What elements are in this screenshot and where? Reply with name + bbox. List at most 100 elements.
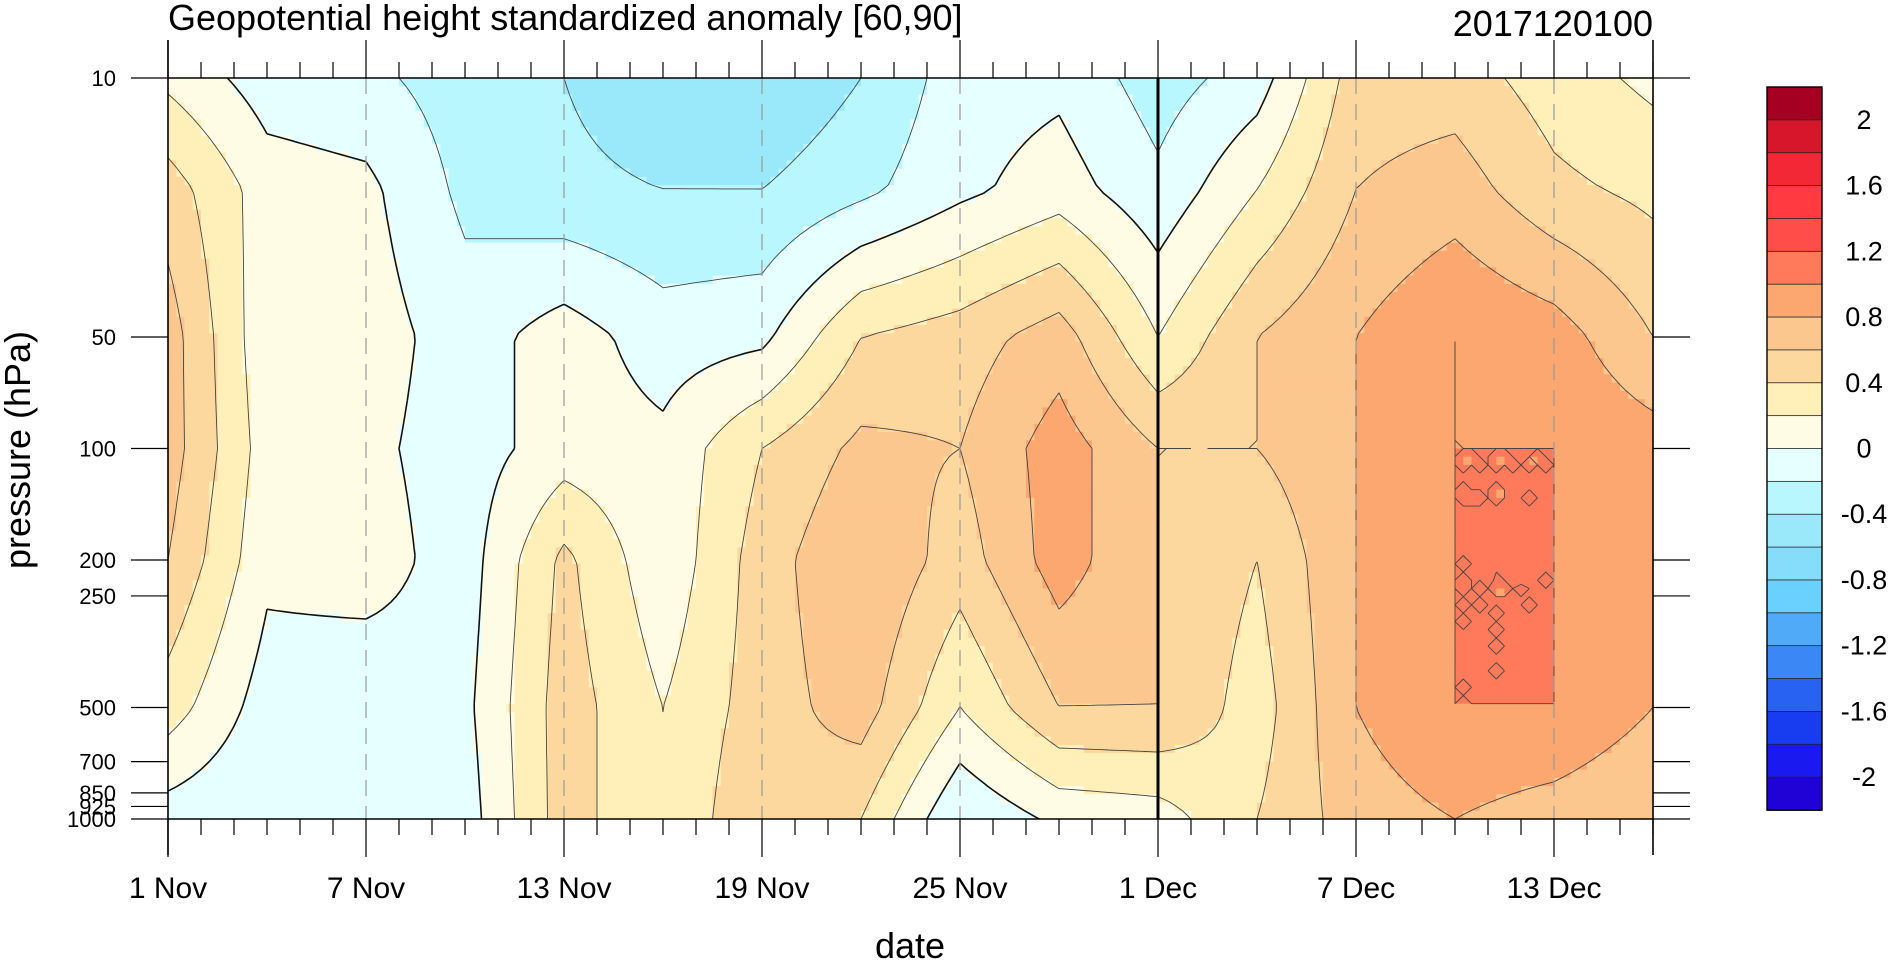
field-cell: [819, 119, 829, 128]
field-cell: [1017, 94, 1027, 104]
field-cell: [564, 193, 573, 203]
field-cell: [217, 127, 227, 137]
field-cell: [597, 78, 606, 87]
field-cell: [613, 292, 623, 301]
field-cell: [1380, 217, 1390, 227]
field-cell: [341, 94, 351, 104]
field-cell: [291, 86, 301, 96]
field-cell: [349, 209, 359, 219]
field-cell: [1397, 267, 1407, 277]
field-cell: [943, 226, 953, 236]
field-cell: [1339, 201, 1349, 211]
field-cell: [1372, 135, 1382, 145]
field-cell: [1628, 168, 1638, 178]
field-cell: [1488, 201, 1497, 211]
field-cell: [621, 143, 631, 153]
field-cell: [704, 209, 714, 219]
field-cell: [217, 102, 227, 112]
field-cell: [349, 275, 359, 285]
field-cell: [770, 250, 780, 260]
field-cell: [1273, 119, 1283, 128]
field-cell: [225, 267, 235, 277]
field-cell: [795, 176, 804, 186]
field-cell: [984, 283, 994, 293]
field-cell: [1496, 267, 1506, 277]
field-cell: [1339, 226, 1349, 236]
field-cell: [1463, 201, 1473, 211]
field-cell: [1496, 250, 1506, 260]
field-cell: [1248, 168, 1258, 178]
field-cell: [1001, 292, 1011, 301]
field-cell: [1620, 135, 1629, 145]
field-cell: [374, 185, 384, 194]
field-cell: [803, 160, 813, 170]
field-cell: [687, 250, 697, 260]
field-cell: [1034, 78, 1044, 87]
field-cell: [1092, 127, 1101, 137]
field-cell: [828, 275, 837, 285]
field-cell: [1149, 201, 1159, 211]
field-cell: [1224, 94, 1233, 104]
field-cell: [234, 259, 243, 268]
field-cell: [1521, 275, 1530, 285]
field-cell: [1578, 242, 1588, 252]
field-cell: [1224, 250, 1233, 260]
field-cell: [1017, 292, 1027, 301]
field-cell: [267, 185, 276, 194]
field-cell: [1092, 209, 1101, 219]
field-cell: [1290, 168, 1299, 178]
field-cell: [283, 242, 293, 252]
field-cell: [968, 267, 978, 277]
field-cell: [1331, 160, 1341, 170]
field-cell: [654, 250, 664, 260]
field-cell: [1281, 201, 1291, 211]
field-cell: [1273, 209, 1283, 219]
field-cell: [291, 300, 301, 310]
field-cell: [1529, 168, 1539, 178]
field-cell: [1364, 102, 1374, 112]
field-cell: [481, 193, 491, 203]
field-cell: [1595, 292, 1605, 301]
field-cell: [1455, 185, 1464, 194]
field-cell: [448, 267, 458, 277]
field-cell: [638, 143, 648, 153]
field-cell: [168, 300, 177, 310]
field-cell: [778, 127, 788, 137]
field-cell: [555, 267, 565, 277]
field-cell: [1224, 209, 1233, 219]
field-cell: [1257, 300, 1266, 310]
field-cell: [1026, 300, 1035, 310]
field-cell: [885, 217, 895, 227]
field-cell: [951, 201, 961, 211]
field-cell: [1240, 217, 1250, 227]
field-cell: [1504, 217, 1514, 227]
field-cell: [1149, 185, 1159, 194]
field-cell: [1323, 135, 1332, 145]
field-cell: [440, 275, 450, 285]
field-cell: [1545, 160, 1555, 170]
field-cell: [415, 209, 425, 219]
field-cell: [555, 78, 565, 87]
field-cell: [201, 292, 210, 301]
field-cell: [390, 127, 400, 137]
field-cell: [671, 209, 681, 219]
field-cell: [720, 152, 730, 161]
field-cell: [943, 176, 953, 186]
field-cell: [1017, 102, 1027, 112]
field-cell: [1323, 110, 1332, 120]
field-cell: [242, 185, 252, 194]
field-cell: [1595, 94, 1605, 104]
field-cell: [201, 275, 210, 285]
field-cell: [621, 152, 631, 161]
field-cell: [1479, 152, 1489, 161]
field-cell: [605, 78, 615, 87]
field-cell: [1372, 102, 1382, 112]
field-cell: [217, 283, 227, 293]
field-cell: [1455, 168, 1464, 178]
field-cell: [333, 152, 342, 161]
field-cell: [308, 242, 318, 252]
field-cell: [349, 234, 359, 244]
field-cell: [1083, 193, 1093, 203]
field-cell: [1611, 209, 1621, 219]
field-cell: [1356, 275, 1365, 285]
